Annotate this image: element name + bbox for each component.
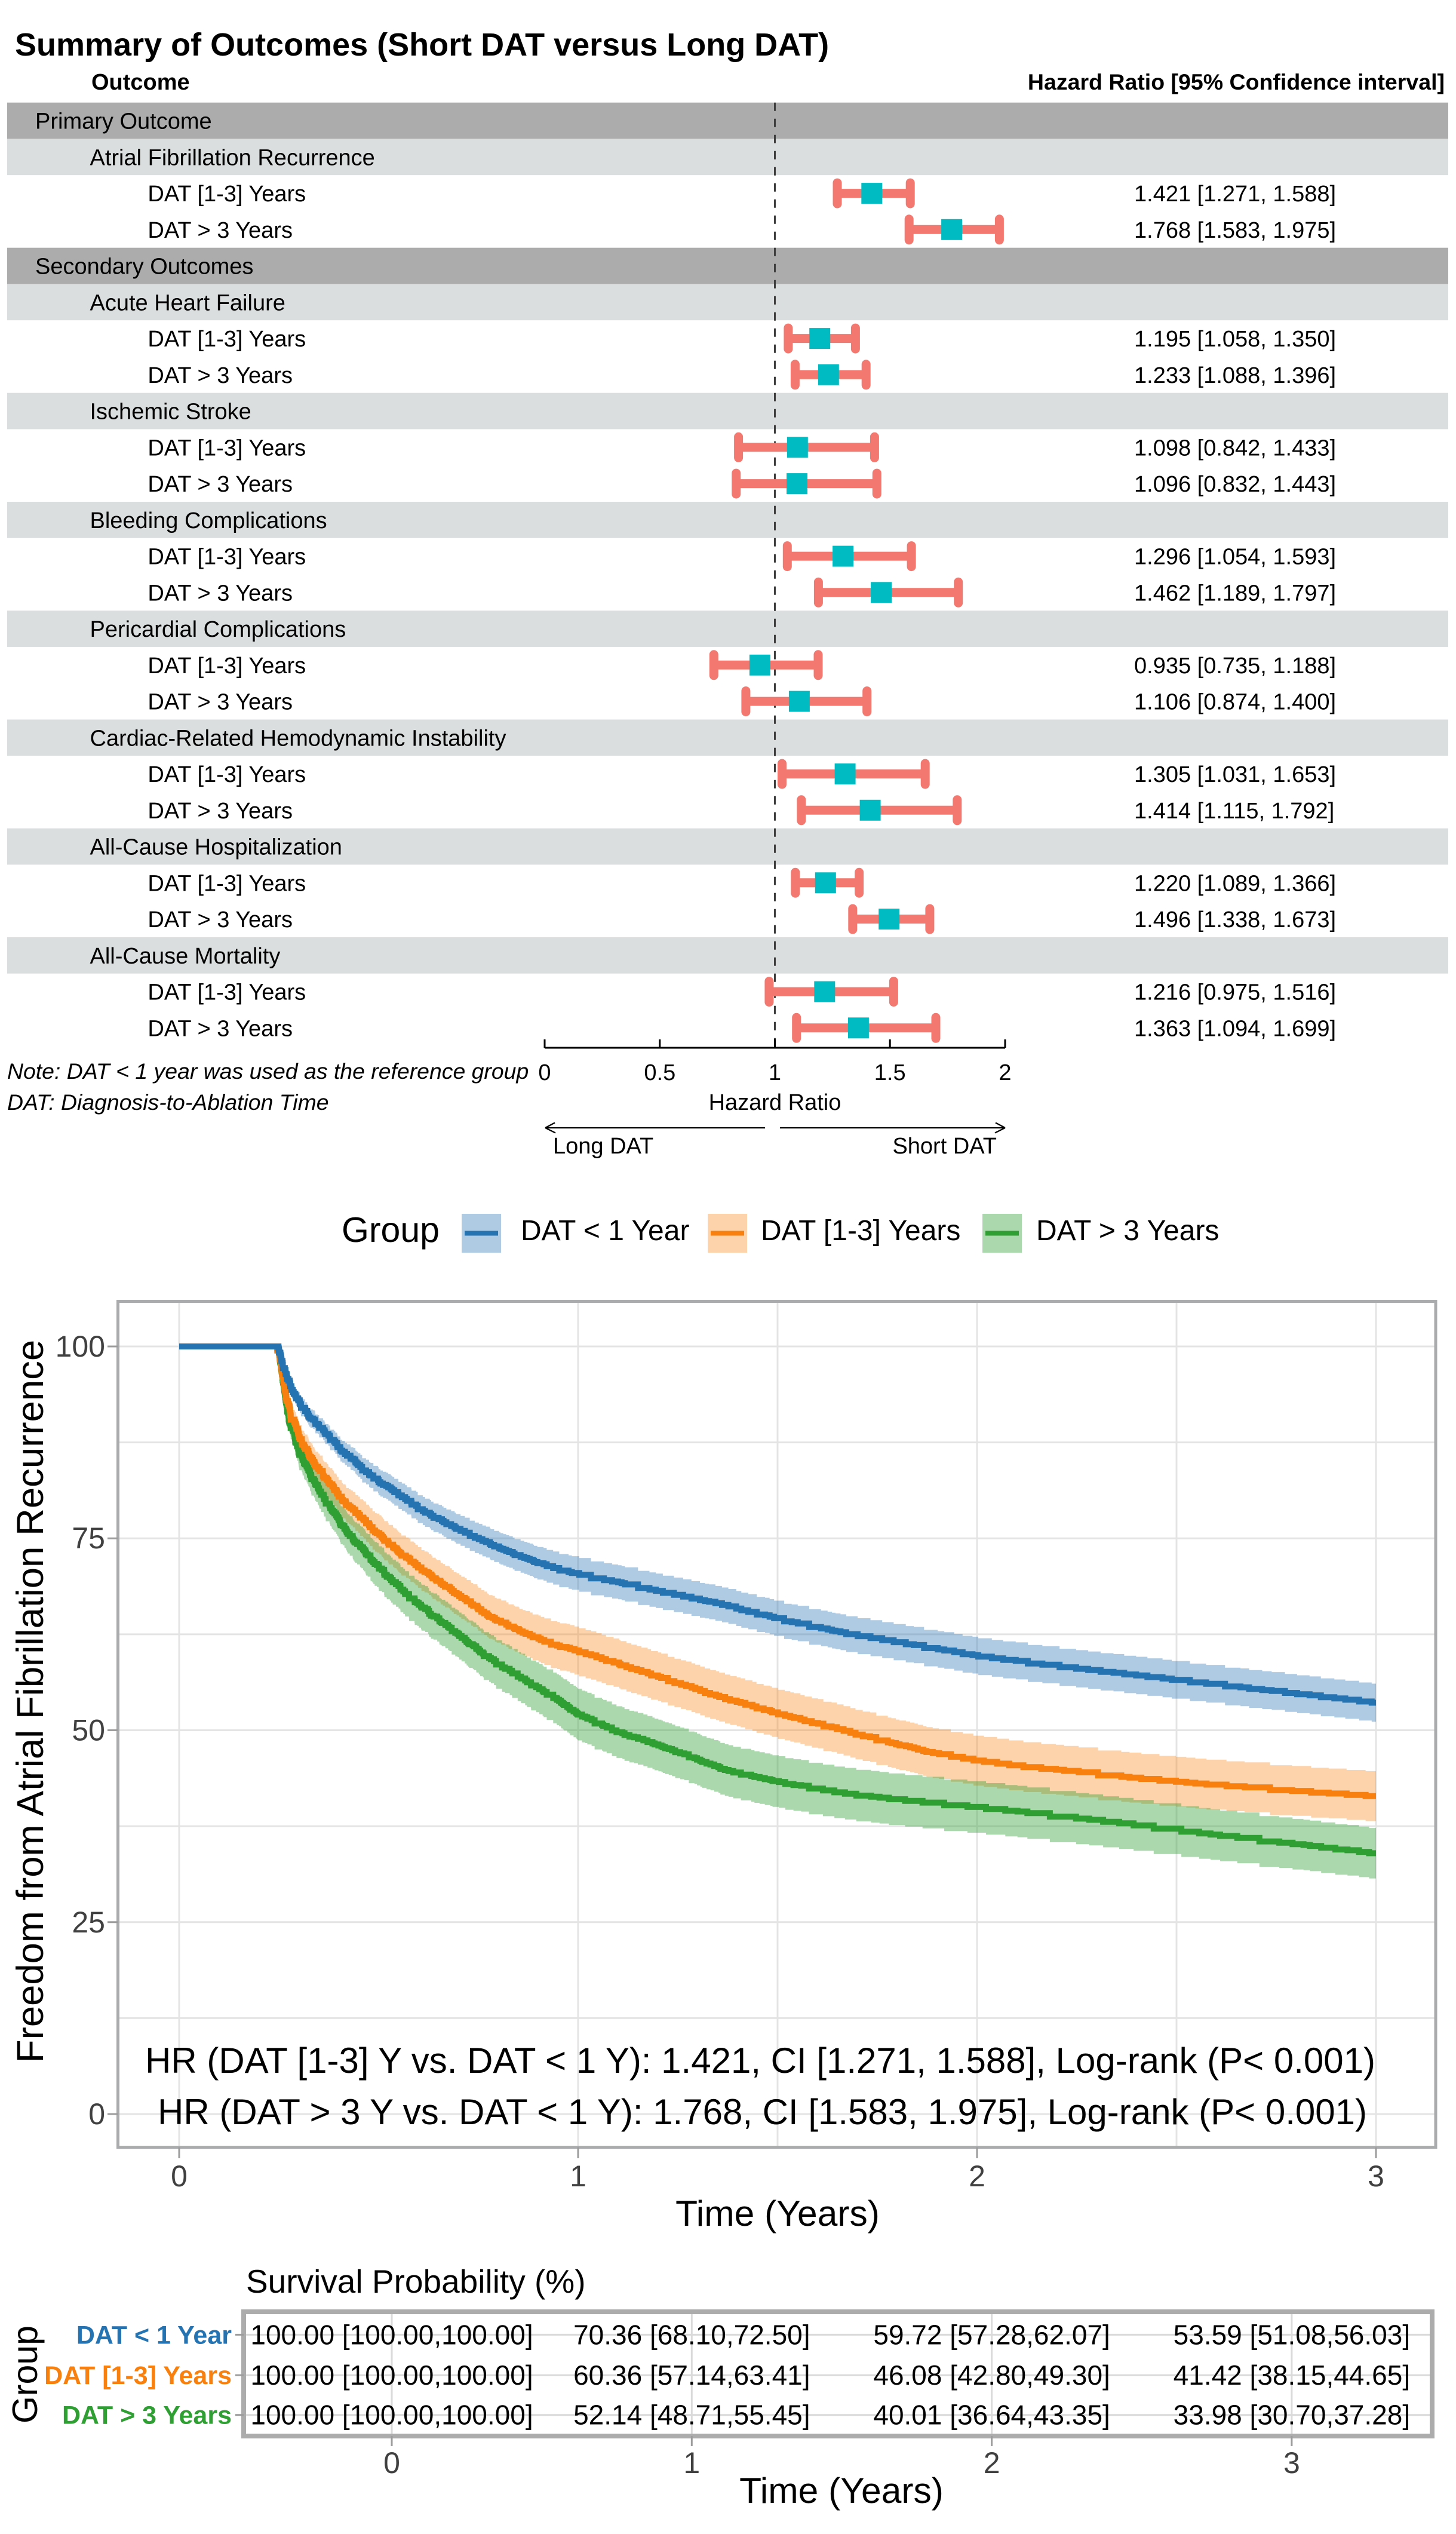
- svg-text:DAT > 3 Years: DAT > 3 Years: [148, 218, 293, 243]
- svg-text:Short DAT: Short DAT: [892, 1134, 997, 1159]
- svg-text:DAT > 3 Years: DAT > 3 Years: [148, 363, 293, 388]
- svg-text:DAT [1-3] Years: DAT [1-3] Years: [761, 1215, 960, 1247]
- svg-text:0: 0: [538, 1060, 551, 1085]
- svg-text:52.14 [48.71,55.45]: 52.14 [48.71,55.45]: [573, 2400, 810, 2431]
- svg-text:DAT: Diagnosis-to-Ablation Tim: DAT: Diagnosis-to-Ablation Time: [7, 1090, 329, 1115]
- svg-text:1.414 [1.115, 1.792]: 1.414 [1.115, 1.792]: [1134, 799, 1334, 824]
- svg-text:Ischemic Stroke: Ischemic Stroke: [90, 400, 251, 425]
- svg-text:Outcome: Outcome: [91, 70, 190, 95]
- svg-text:1.421 [1.271, 1.588]: 1.421 [1.271, 1.588]: [1134, 182, 1336, 207]
- svg-text:DAT [1-3] Years: DAT [1-3] Years: [148, 182, 306, 207]
- svg-text:DAT [1-3] Years: DAT [1-3] Years: [148, 545, 306, 570]
- svg-text:1.305 [1.031, 1.653]: 1.305 [1.031, 1.653]: [1134, 762, 1336, 787]
- svg-text:0.5: 0.5: [644, 1060, 675, 1085]
- svg-text:1.195 [1.058, 1.350]: 1.195 [1.058, 1.350]: [1134, 327, 1336, 352]
- svg-text:DAT > 3 Years: DAT > 3 Years: [1036, 1215, 1219, 1247]
- svg-text:100.00 [100.00,100.00]: 100.00 [100.00,100.00]: [250, 2360, 533, 2391]
- svg-text:2: 2: [969, 2159, 985, 2193]
- svg-text:Secondary Outcomes: Secondary Outcomes: [35, 254, 253, 280]
- svg-text:Time (Years): Time (Years): [675, 2193, 880, 2234]
- svg-text:Freedom from Atrial Fibrillati: Freedom from Atrial Fibrillation Recurre…: [10, 1340, 51, 2063]
- svg-text:DAT [1-3] Years: DAT [1-3] Years: [148, 654, 306, 679]
- svg-text:Group: Group: [342, 1210, 440, 1250]
- svg-text:1: 1: [683, 2446, 700, 2480]
- svg-text:25: 25: [72, 1906, 105, 1939]
- svg-text:41.42 [38.15,44.65]: 41.42 [38.15,44.65]: [1174, 2360, 1410, 2391]
- svg-text:Group: Group: [5, 2326, 45, 2423]
- svg-text:Acute Heart Failure: Acute Heart Failure: [90, 290, 285, 315]
- svg-text:1.296 [1.054, 1.593]: 1.296 [1.054, 1.593]: [1134, 545, 1336, 570]
- svg-text:Note: DAT < 1 year was used as: Note: DAT < 1 year was used as the refer…: [7, 1059, 529, 1084]
- svg-text:HR (DAT > 3 Y vs. DAT < 1 Y):: HR (DAT > 3 Y vs. DAT < 1 Y): 1.768, CI …: [158, 2092, 1367, 2132]
- svg-text:Bleeding Complications: Bleeding Complications: [90, 508, 327, 533]
- svg-text:DAT > 3 Years: DAT > 3 Years: [148, 1016, 293, 1041]
- svg-text:1.363 [1.094, 1.699]: 1.363 [1.094, 1.699]: [1134, 1016, 1336, 1041]
- svg-text:53.59 [51.08,56.03]: 53.59 [51.08,56.03]: [1174, 2319, 1410, 2350]
- svg-text:DAT [1-3] Years: DAT [1-3] Years: [148, 762, 306, 787]
- svg-text:Primary Outcome: Primary Outcome: [35, 109, 212, 134]
- svg-text:100.00 [100.00,100.00]: 100.00 [100.00,100.00]: [250, 2319, 533, 2350]
- svg-text:DAT > 3 Years: DAT > 3 Years: [62, 2401, 232, 2430]
- svg-text:Hazard Ratio [95% Confidence i: Hazard Ratio [95% Confidence interval]: [1028, 69, 1445, 94]
- svg-text:DAT > 3 Years: DAT > 3 Years: [148, 799, 293, 824]
- svg-text:1.5: 1.5: [874, 1060, 906, 1085]
- svg-text:DAT [1-3] Years: DAT [1-3] Years: [148, 980, 306, 1005]
- svg-text:0: 0: [171, 2159, 188, 2193]
- svg-text:DAT [1-3] Years: DAT [1-3] Years: [44, 2361, 232, 2390]
- svg-text:Atrial Fibrillation Recurrence: Atrial Fibrillation Recurrence: [90, 145, 375, 170]
- svg-text:50: 50: [72, 1714, 105, 1747]
- svg-text:DAT > 3 Years: DAT > 3 Years: [148, 690, 293, 715]
- svg-text:DAT > 3 Years: DAT > 3 Years: [148, 581, 293, 606]
- svg-text:Time (Years): Time (Years): [739, 2470, 944, 2511]
- svg-text:0: 0: [383, 2446, 400, 2480]
- svg-text:Hazard Ratio: Hazard Ratio: [709, 1090, 841, 1115]
- svg-text:1.233 [1.088, 1.396]: 1.233 [1.088, 1.396]: [1134, 363, 1336, 388]
- svg-text:Cardiac-Related Hemodynamic In: Cardiac-Related Hemodynamic Instability: [90, 726, 506, 751]
- svg-text:DAT [1-3] Years: DAT [1-3] Years: [148, 435, 306, 461]
- svg-text:1: 1: [769, 1060, 781, 1085]
- svg-text:Pericardial Complications: Pericardial Complications: [90, 617, 346, 642]
- svg-text:0.935 [0.735, 1.188]: 0.935 [0.735, 1.188]: [1134, 654, 1336, 679]
- svg-text:DAT [1-3] Years: DAT [1-3] Years: [148, 327, 306, 352]
- svg-text:DAT < 1 Year: DAT < 1 Year: [521, 1215, 689, 1247]
- svg-text:1.106 [0.874, 1.400]: 1.106 [0.874, 1.400]: [1134, 690, 1336, 715]
- svg-text:2: 2: [984, 2446, 1000, 2480]
- svg-text:1.220 [1.089, 1.366]: 1.220 [1.089, 1.366]: [1134, 871, 1336, 896]
- svg-text:1.096 [0.832, 1.443]: 1.096 [0.832, 1.443]: [1134, 472, 1336, 497]
- svg-text:3: 3: [1368, 2159, 1384, 2193]
- svg-text:All-Cause Mortality: All-Cause Mortality: [90, 944, 281, 969]
- svg-text:100: 100: [56, 1330, 105, 1363]
- svg-text:2: 2: [999, 1060, 1011, 1085]
- svg-text:Long DAT: Long DAT: [553, 1134, 653, 1159]
- svg-text:All-Cause Hospitalization: All-Cause Hospitalization: [90, 835, 342, 860]
- svg-text:59.72 [57.28,62.07]: 59.72 [57.28,62.07]: [873, 2319, 1110, 2350]
- svg-text:DAT > 3 Years: DAT > 3 Years: [148, 907, 293, 932]
- svg-text:3: 3: [1283, 2446, 1300, 2480]
- svg-text:60.36 [57.14,63.41]: 60.36 [57.14,63.41]: [573, 2360, 810, 2391]
- svg-text:1.768 [1.583, 1.975]: 1.768 [1.583, 1.975]: [1134, 218, 1336, 243]
- svg-text:1.098 [0.842, 1.433]: 1.098 [0.842, 1.433]: [1134, 435, 1336, 461]
- svg-text:70.36 [68.10,72.50]: 70.36 [68.10,72.50]: [573, 2319, 810, 2350]
- svg-text:1: 1: [570, 2159, 586, 2193]
- svg-text:DAT > 3 Years: DAT > 3 Years: [148, 472, 293, 497]
- svg-text:DAT < 1 Year: DAT < 1 Year: [76, 2321, 232, 2349]
- svg-text:1.216 [0.975, 1.516]: 1.216 [0.975, 1.516]: [1134, 980, 1336, 1005]
- svg-text:75: 75: [72, 1521, 105, 1555]
- svg-text:46.08 [42.80,49.30]: 46.08 [42.80,49.30]: [873, 2360, 1110, 2391]
- svg-text:1.462 [1.189, 1.797]: 1.462 [1.189, 1.797]: [1134, 581, 1336, 606]
- svg-text:40.01 [36.64,43.35]: 40.01 [36.64,43.35]: [873, 2400, 1110, 2431]
- svg-text:0: 0: [88, 2097, 105, 2131]
- svg-text:100.00 [100.00,100.00]: 100.00 [100.00,100.00]: [250, 2400, 533, 2431]
- svg-text:Summary of Outcomes (Short DAT: Summary of Outcomes (Short DAT versus Lo…: [15, 27, 829, 63]
- svg-text:Survival Probability (%): Survival Probability (%): [246, 2263, 586, 2300]
- svg-text:HR (DAT [1-3] Y vs. DAT < 1 Y): HR (DAT [1-3] Y vs. DAT < 1 Y): 1.421, C…: [145, 2041, 1375, 2081]
- svg-text:1.496 [1.338, 1.673]: 1.496 [1.338, 1.673]: [1134, 907, 1336, 932]
- svg-text:DAT [1-3] Years: DAT [1-3] Years: [148, 871, 306, 896]
- svg-text:33.98 [30.70,37.28]: 33.98 [30.70,37.28]: [1174, 2400, 1410, 2431]
